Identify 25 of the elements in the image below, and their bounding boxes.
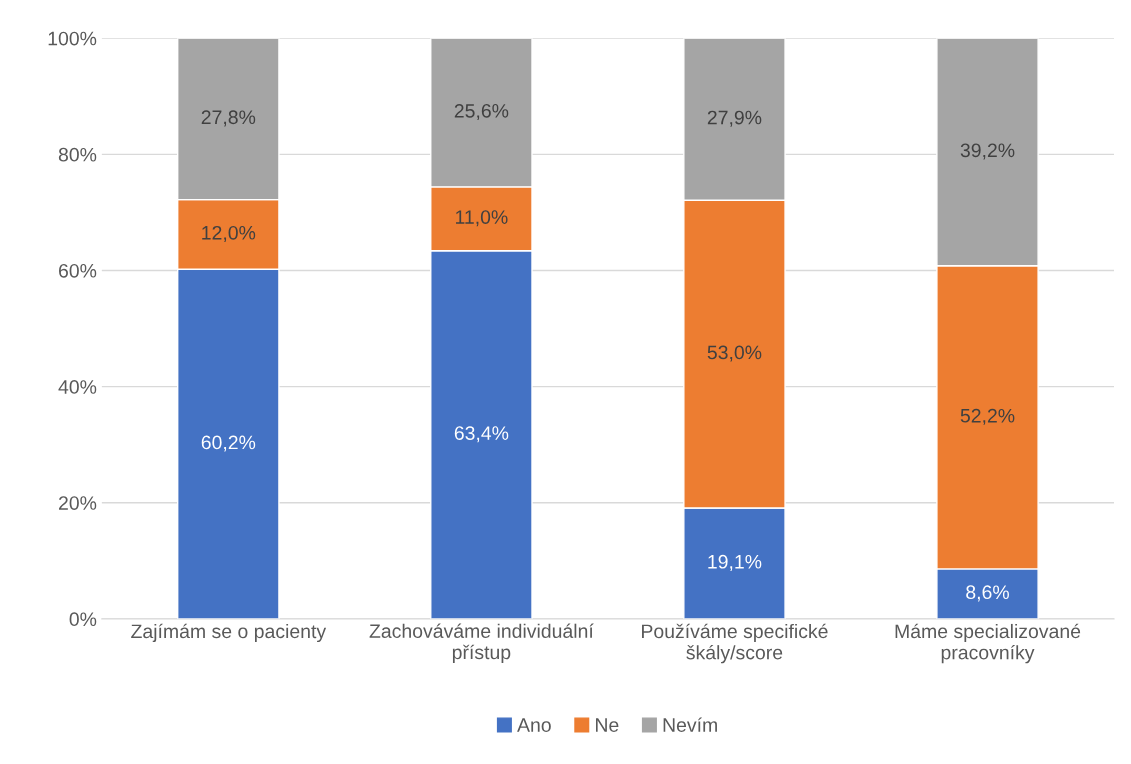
legend-label: Ne bbox=[596, 718, 619, 732]
data-label: 39,2% bbox=[960, 143, 1015, 160]
y-tick-label: 80% bbox=[58, 147, 97, 162]
x-tick-label: Máme specializované pracovníky bbox=[895, 623, 1081, 664]
data-label: 53,0% bbox=[707, 345, 762, 362]
y-tick-label: 60% bbox=[59, 263, 97, 278]
y-tick-label: 40% bbox=[58, 380, 97, 394]
data-label: 12,0% bbox=[202, 225, 256, 242]
data-label: 27,8% bbox=[201, 110, 256, 127]
x-tick-label: Používáme specifické škály/score bbox=[642, 623, 828, 664]
legend-label: Ano bbox=[517, 718, 551, 732]
data-label: 27,9% bbox=[707, 110, 762, 127]
data-label: 63,4% bbox=[454, 426, 509, 443]
y-tick-label: 100% bbox=[48, 31, 97, 46]
y-tick-label: 0% bbox=[69, 612, 97, 627]
legend-label: Nevím bbox=[663, 717, 717, 732]
data-label: 19,1% bbox=[708, 554, 762, 571]
x-tick-label: Zachováváme individuální přístup bbox=[369, 623, 594, 664]
x-tick-label: Zajímám se o pacienty bbox=[131, 623, 327, 643]
y-tick-label: 20% bbox=[58, 496, 97, 510]
data-label: 11,0% bbox=[456, 210, 508, 227]
data-label: 25,6% bbox=[454, 103, 509, 121]
data-label: 60,2% bbox=[201, 435, 256, 452]
data-label: 8,6% bbox=[966, 585, 1009, 602]
data-label: 52,2% bbox=[960, 408, 1015, 425]
